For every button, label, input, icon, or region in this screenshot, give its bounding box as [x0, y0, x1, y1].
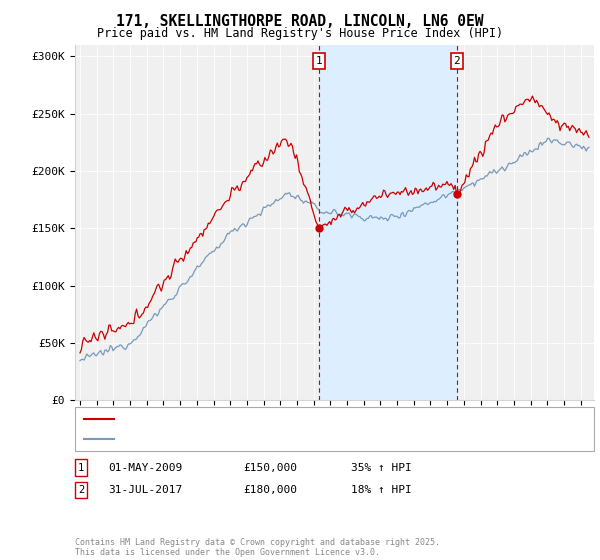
Text: 1: 1	[316, 56, 323, 66]
Text: 31-JUL-2017: 31-JUL-2017	[108, 485, 182, 495]
Text: Price paid vs. HM Land Registry's House Price Index (HPI): Price paid vs. HM Land Registry's House …	[97, 27, 503, 40]
Text: 1: 1	[78, 463, 84, 473]
Text: 171, SKELLINGTHORPE ROAD, LINCOLN, LN6 0EW: 171, SKELLINGTHORPE ROAD, LINCOLN, LN6 0…	[116, 14, 484, 29]
Text: 35% ↑ HPI: 35% ↑ HPI	[351, 463, 412, 473]
Text: 2: 2	[454, 56, 460, 66]
Text: 2: 2	[78, 485, 84, 495]
Text: 18% ↑ HPI: 18% ↑ HPI	[351, 485, 412, 495]
Bar	[319, 45, 457, 400]
Text: HPI: Average price, semi-detached house, Lincoln: HPI: Average price, semi-detached house,…	[118, 434, 400, 444]
Text: 171, SKELLINGTHORPE ROAD, LINCOLN, LN6 0EW (semi-detached house): 171, SKELLINGTHORPE ROAD, LINCOLN, LN6 0…	[118, 414, 494, 424]
Text: Contains HM Land Registry data © Crown copyright and database right 2025.
This d: Contains HM Land Registry data © Crown c…	[75, 538, 440, 557]
Text: 01-MAY-2009: 01-MAY-2009	[108, 463, 182, 473]
Text: £180,000: £180,000	[243, 485, 297, 495]
Text: £150,000: £150,000	[243, 463, 297, 473]
